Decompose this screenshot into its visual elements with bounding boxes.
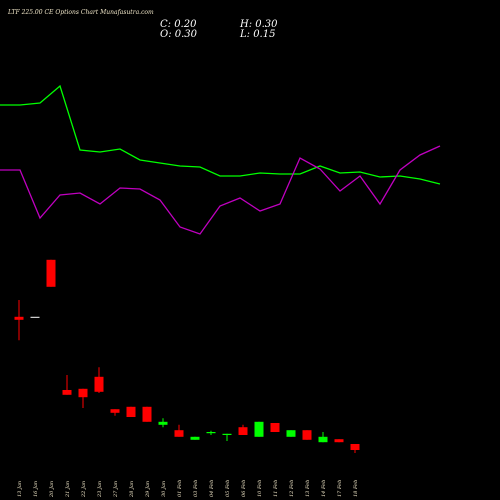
- candle-body: [238, 427, 248, 435]
- candle-body: [158, 421, 168, 425]
- x-tick-label: 13 Jan: [17, 481, 23, 497]
- x-tick-label: 21 Jan: [65, 481, 71, 498]
- x-tick-label: 13 Feb: [305, 480, 311, 497]
- high-label: H: 0.30: [239, 19, 278, 30]
- x-tick-label: 01 Feb: [177, 480, 183, 497]
- x-tick-label: 03 Feb: [193, 480, 199, 497]
- x-tick-label: 20 Jan: [49, 481, 55, 498]
- candle-body: [206, 432, 216, 434]
- candle-body: [30, 316, 40, 318]
- low-label: L: 0.15: [239, 29, 275, 40]
- x-tick-label: 10 Feb: [257, 480, 263, 497]
- candle-body: [78, 388, 88, 398]
- x-tick-label: 17 Feb: [337, 480, 343, 497]
- x-tick-label: 06 Feb: [241, 480, 247, 497]
- x-tick-label: 29 Jan: [145, 481, 151, 498]
- candle-body: [62, 390, 72, 395]
- candle-body: [174, 430, 184, 437]
- x-tick-label: 28 Jan: [129, 481, 135, 498]
- x-tick-label: 12 Feb: [289, 480, 295, 497]
- x-tick-label: 11 Feb: [273, 480, 279, 497]
- candle-body: [126, 406, 136, 417]
- indicator-line: [0, 84, 441, 185]
- x-tick-label: 30 Jan: [161, 481, 167, 497]
- x-tick-label: 14 Feb: [321, 480, 327, 497]
- candle-body: [286, 430, 296, 437]
- candle-body: [14, 316, 24, 320]
- x-tick-label: 04 Feb: [209, 480, 215, 497]
- chart-title: LTF 225.00 CE Options Chart Munafasutra.…: [7, 9, 154, 16]
- x-tick-label: 18 Feb: [353, 480, 359, 497]
- close-label: C: 0.20: [160, 19, 197, 30]
- candle-body: [94, 376, 104, 392]
- indicator-line: [0, 145, 441, 235]
- candle-body: [302, 430, 312, 440]
- x-tick-label: 27 Jan: [113, 481, 119, 498]
- x-tick-label: 16 Jan: [33, 481, 39, 497]
- candle-body: [350, 444, 360, 450]
- candle-body: [110, 409, 120, 413]
- candle-body: [46, 259, 56, 287]
- x-tick-label: 23 Jan: [97, 481, 103, 498]
- candle-body: [142, 406, 152, 422]
- candle-body: [222, 433, 232, 435]
- x-tick-label: 22 Jan: [81, 481, 87, 498]
- x-tick-label: 05 Feb: [225, 480, 231, 497]
- candle-body: [254, 421, 264, 437]
- candle-body: [270, 423, 280, 432]
- candle-body: [190, 436, 200, 440]
- candle-body: [334, 439, 344, 443]
- open-label: O: 0.30: [160, 29, 198, 40]
- candle-body: [318, 436, 328, 443]
